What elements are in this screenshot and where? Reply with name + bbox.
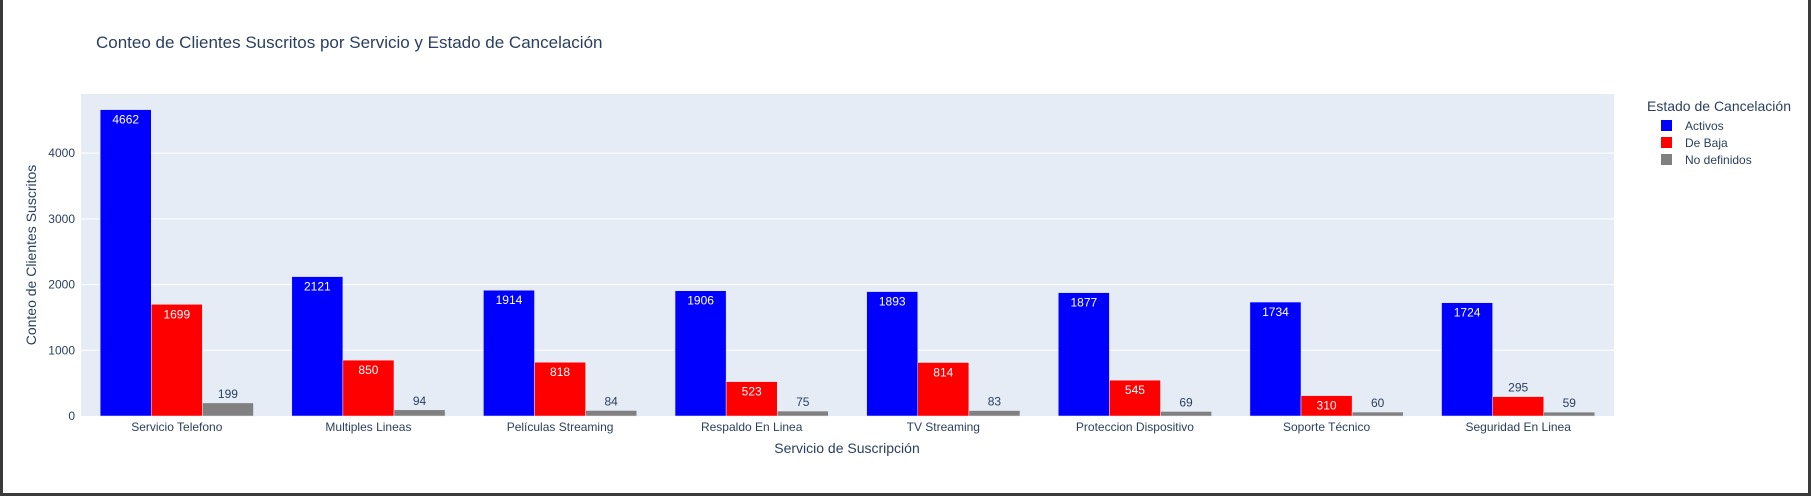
legend-swatch[interactable] [1661,137,1672,148]
bar[interactable] [1058,292,1110,417]
bar-value-label: 1724 [1454,306,1481,320]
bar[interactable] [725,381,778,417]
bar[interactable] [776,410,829,417]
x-tick-label: Seguridad En Linea [1465,420,1571,434]
legend-title: Estado de Cancelación [1647,98,1791,114]
bar-value-label: 814 [933,366,953,380]
bar-value-label: 4662 [112,113,139,127]
legend-item-label[interactable]: Activos [1685,119,1724,133]
x-tick-label: Soporte Técnico [1283,420,1370,434]
y-axis-ticks: 0 1000 2000 3000 4000 [48,146,75,423]
bar-value-label: 94 [413,394,427,408]
bar[interactable] [1441,302,1493,417]
legend-item-label[interactable]: No definidos [1685,153,1752,167]
bar-value-label: 310 [1317,399,1337,413]
bar-value-label: 1699 [163,307,190,321]
x-tick-label: Multiples Lineas [325,420,411,434]
bar[interactable] [291,276,344,417]
bar[interactable] [1249,301,1302,417]
bar-value-label: 83 [988,395,1002,409]
bar-labels: 4662 1699 199 2121 850 94 1914 818 84 1906 523 75 18… [112,113,1576,413]
bar[interactable] [1160,411,1212,417]
chart-svg: Conteo de Clientes Suscritos por Servici… [23,33,1791,456]
bar[interactable] [1109,379,1161,417]
bar[interactable] [151,304,203,417]
bar-value-label: 2121 [304,280,331,294]
bar[interactable] [1351,411,1404,417]
bar-value-label: 1906 [687,294,714,308]
bar-value-label: 59 [1563,396,1577,410]
bar-value-label: 818 [550,365,570,379]
bar-value-label: 60 [1371,396,1385,410]
bar[interactable] [534,361,586,417]
bar-value-label: 1893 [879,295,906,309]
bar[interactable] [99,109,152,417]
x-tick-label: Películas Streaming [507,420,614,434]
bar-value-label: 84 [604,394,618,408]
bar-value-label: 523 [742,385,762,399]
y-tick-label: 1000 [48,343,75,357]
bar[interactable] [917,362,970,417]
legend-swatch[interactable] [1661,120,1672,131]
bar[interactable] [1300,395,1353,417]
x-tick-label: Proteccion Dispositivo [1076,420,1194,434]
bar-value-label: 1877 [1070,296,1097,310]
bar-value-label: 1734 [1262,305,1289,319]
y-tick-label: 0 [68,409,75,423]
bar-value-label: 545 [1125,383,1145,397]
chart-frame: Conteo de Clientes Suscritos por Servici… [3,0,1808,493]
bar-value-label: 295 [1508,381,1528,395]
legend-swatch[interactable] [1661,154,1672,165]
bar[interactable] [585,410,637,417]
bar-value-label: 1914 [496,293,523,307]
y-tick-label: 2000 [48,278,75,292]
bar-value-label: 850 [358,363,378,377]
bar-value-label: 75 [796,395,810,409]
bar[interactable] [1543,411,1596,417]
bar[interactable] [674,290,727,417]
bar-value-label: 69 [1179,395,1193,409]
x-tick-label: TV Streaming [907,420,980,434]
x-axis-title: Servicio de Suscripción [774,440,920,456]
bar[interactable] [393,409,446,417]
y-tick-label: 4000 [48,146,75,160]
legend-item-label[interactable]: De Baja [1685,136,1728,150]
x-axis-ticks: Servicio Telefono Multiples Lineas Películ… [131,420,1571,434]
bar[interactable] [866,291,919,417]
y-tick-label: 3000 [48,212,75,226]
bar-value-label: 199 [218,387,238,401]
x-tick-label: Servicio Telefono [131,420,222,434]
legend[interactable]: Estado de Cancelación Activos De Baja No d… [1647,98,1791,167]
bar[interactable] [1492,396,1544,417]
bar[interactable] [968,410,1021,417]
y-axis-title: Conteo de Clientes Suscritos [23,165,39,346]
x-tick-label: Respaldo En Linea [701,420,803,434]
bar[interactable] [342,359,395,417]
bar[interactable] [202,402,254,417]
chart-title: Conteo de Clientes Suscritos por Servici… [96,33,603,52]
bars [99,109,1596,417]
bar[interactable] [483,289,535,417]
